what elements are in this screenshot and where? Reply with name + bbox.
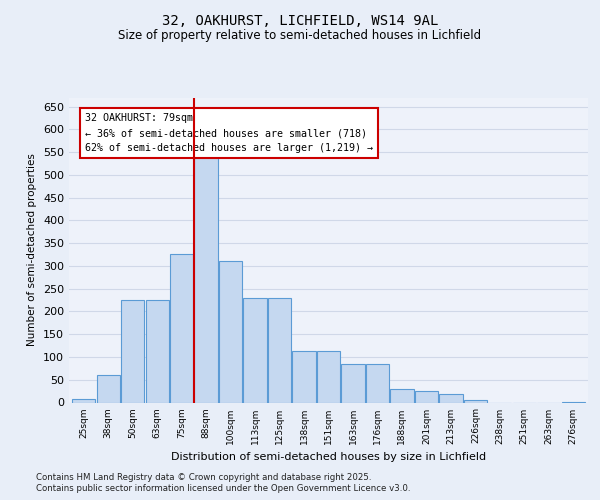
Bar xyxy=(72,399,95,402)
Text: Contains HM Land Registry data © Crown copyright and database right 2025.: Contains HM Land Registry data © Crown c… xyxy=(36,472,371,482)
Bar xyxy=(366,364,389,403)
Text: 32 OAKHURST: 79sqm
← 36% of semi-detached houses are smaller (718)
62% of semi-d: 32 OAKHURST: 79sqm ← 36% of semi-detache… xyxy=(85,114,373,153)
Bar xyxy=(244,298,266,403)
Bar xyxy=(121,300,144,403)
Bar xyxy=(146,300,169,403)
Bar xyxy=(219,262,242,402)
Bar xyxy=(341,364,365,403)
Text: Contains public sector information licensed under the Open Government Licence v3: Contains public sector information licen… xyxy=(36,484,410,493)
Bar xyxy=(292,351,316,403)
X-axis label: Distribution of semi-detached houses by size in Lichfield: Distribution of semi-detached houses by … xyxy=(171,452,486,462)
Y-axis label: Number of semi-detached properties: Number of semi-detached properties xyxy=(28,154,37,346)
Bar xyxy=(268,298,291,403)
Bar xyxy=(391,390,413,402)
Text: 32, OAKHURST, LICHFIELD, WS14 9AL: 32, OAKHURST, LICHFIELD, WS14 9AL xyxy=(162,14,438,28)
Bar xyxy=(415,391,438,402)
Bar xyxy=(317,351,340,403)
Bar xyxy=(194,156,218,402)
Text: Size of property relative to semi-detached houses in Lichfield: Size of property relative to semi-detach… xyxy=(118,29,482,42)
Bar xyxy=(170,254,193,402)
Bar xyxy=(97,375,120,402)
Bar xyxy=(464,400,487,402)
Bar xyxy=(439,394,463,402)
